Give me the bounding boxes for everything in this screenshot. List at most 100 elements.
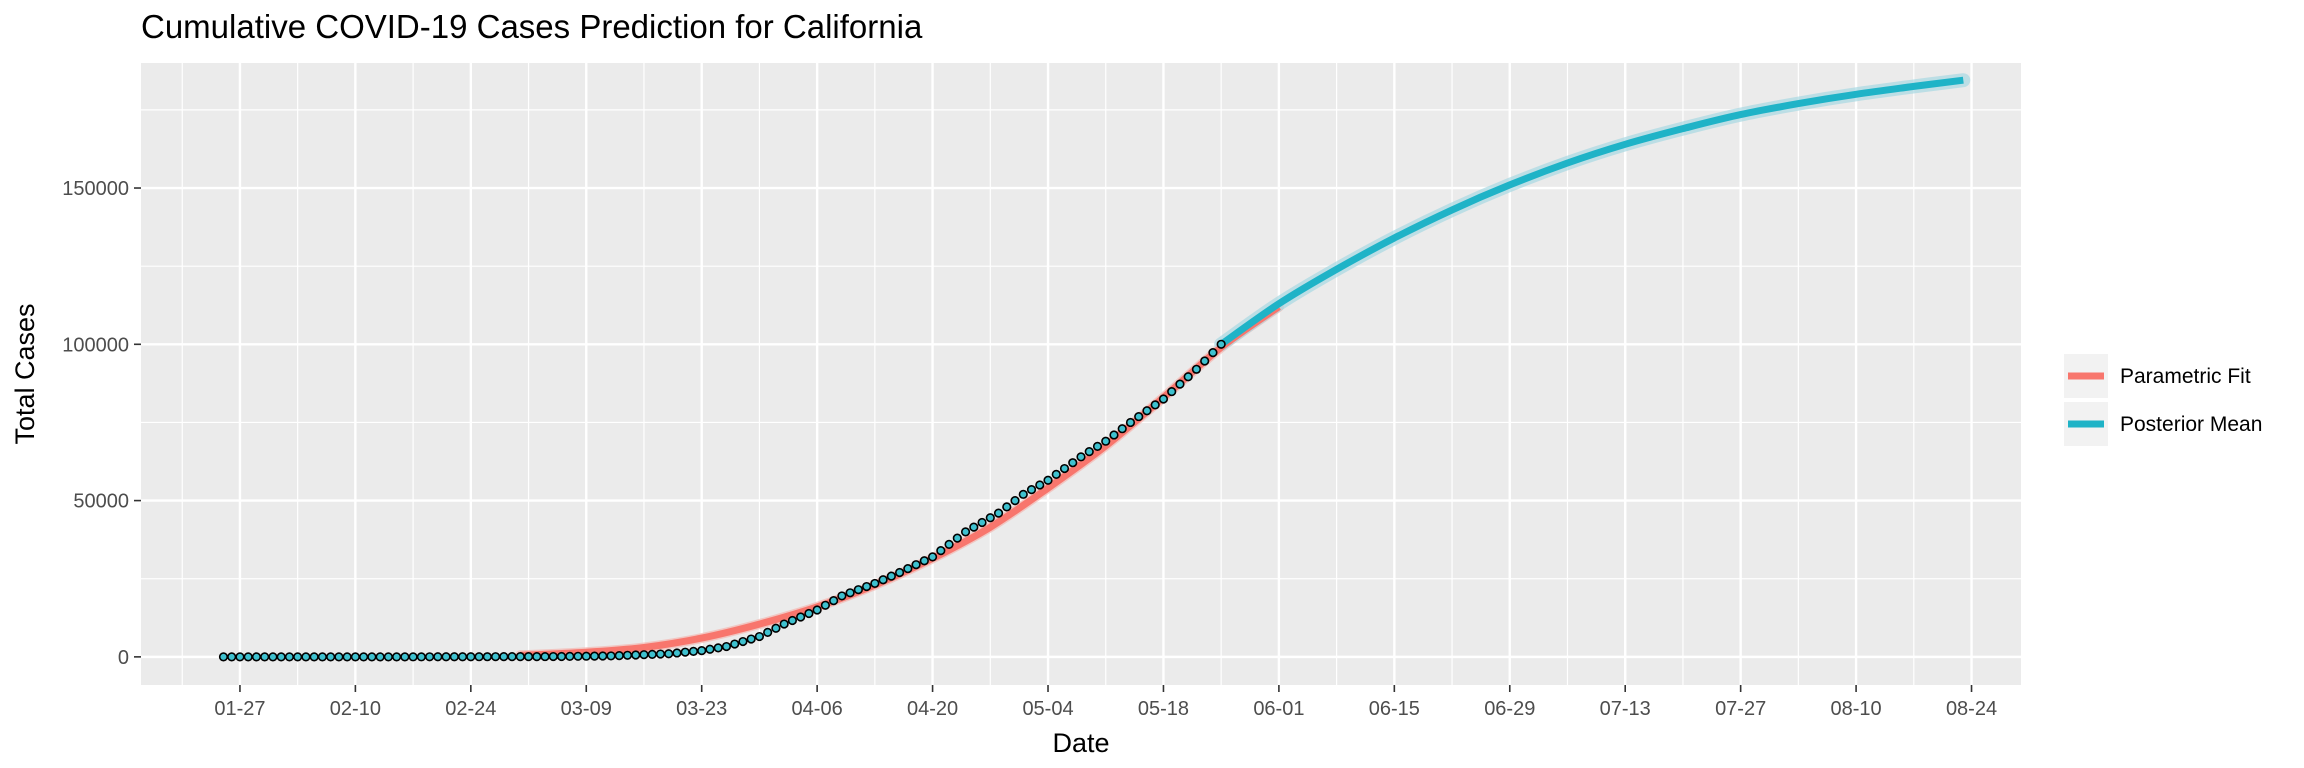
y-tick-label: 150000 [62, 178, 129, 200]
observed-point [927, 552, 938, 562]
observed-point [672, 648, 682, 658]
observed-point [441, 652, 451, 662]
observed-point [392, 652, 402, 662]
legend-label: Parametric Fit [2120, 365, 2251, 388]
x-tick-label: 08-24 [1946, 698, 1997, 720]
observed-point [317, 652, 328, 662]
observed-point [433, 652, 443, 662]
observed-point [540, 651, 550, 662]
observed-point [251, 652, 262, 662]
observed-point [787, 615, 798, 626]
observed-point [697, 646, 707, 656]
observed-point [589, 651, 600, 661]
observed-point [894, 567, 905, 578]
x-axis-ticks: 01-27 02-10 02-24 03-09 03-23 04-06 04-20 05-04… [214, 685, 1997, 720]
observed-point [309, 652, 319, 662]
x-tick-label: 06-01 [1253, 698, 1304, 720]
observed-point [936, 545, 946, 556]
observed-point [655, 649, 666, 659]
observed-point [1134, 411, 1144, 422]
observed-point [243, 652, 253, 662]
observed-point [977, 517, 987, 528]
observed-point [903, 563, 913, 574]
observed-point [952, 533, 962, 543]
observed-point [227, 652, 237, 662]
observed-point [812, 605, 822, 615]
observed-point [499, 652, 509, 662]
observed-point [614, 651, 624, 661]
x-tick-label: 03-23 [676, 698, 727, 720]
observed-point [746, 634, 756, 644]
observed-point [1117, 424, 1127, 434]
observed-point [548, 651, 558, 662]
y-axis-title: Total Cases [10, 303, 40, 444]
observed-point [771, 623, 781, 633]
observed-point [383, 652, 393, 662]
observed-point [218, 652, 229, 662]
x-tick-label: 06-29 [1484, 698, 1535, 720]
y-tick-label: 0 [118, 647, 129, 669]
x-tick-label: 05-18 [1138, 698, 1189, 720]
plot-panel [141, 63, 2021, 685]
x-tick-label: 05-04 [1022, 698, 1073, 720]
x-tick-label: 02-24 [445, 698, 496, 720]
observed-point [1125, 417, 1136, 428]
observed-point [359, 652, 369, 662]
legend-label: Posterior Mean [2120, 413, 2262, 436]
observed-point [474, 652, 484, 662]
observed-point [796, 612, 806, 622]
grid-minor [141, 63, 2021, 685]
observed-point [647, 649, 657, 659]
y-tick-label: 50000 [73, 491, 129, 513]
observed-point [424, 652, 435, 662]
observed-point [944, 539, 954, 549]
observed-point [301, 652, 311, 662]
observed-point [1010, 495, 1020, 506]
observed-point [573, 651, 583, 661]
observed-point [1026, 485, 1037, 495]
chart-title: Cumulative COVID-19 Cases Prediction for… [141, 8, 923, 45]
observed-point [754, 631, 765, 642]
x-axis-title: Date [1052, 728, 1109, 758]
observed-point [960, 527, 971, 537]
observed-point [886, 571, 896, 581]
series-line [1219, 76, 1964, 348]
observed-point [606, 651, 616, 661]
observed-point [1142, 406, 1152, 416]
observed-point [1068, 458, 1078, 468]
observed-point [581, 651, 591, 661]
observed-point [408, 652, 418, 662]
observed-point [862, 581, 872, 592]
observed-point [556, 651, 567, 662]
observed-point [969, 522, 979, 532]
observed-point [1167, 386, 1177, 397]
observed-point [334, 652, 344, 662]
observed-point [565, 651, 575, 661]
observed-point [993, 508, 1004, 518]
observed-point [730, 639, 740, 649]
observed-point [507, 652, 517, 662]
observed-point [1175, 379, 1185, 389]
grid-major [141, 63, 2021, 685]
x-tick-label: 01-27 [214, 698, 265, 720]
observed-point [293, 652, 303, 662]
observed-point [350, 652, 360, 662]
x-tick-label: 02-10 [330, 698, 381, 720]
observed-point [853, 585, 863, 595]
observed-point [532, 651, 542, 662]
observed-point [721, 641, 732, 652]
observed-point [598, 651, 608, 661]
observed-point [763, 627, 773, 637]
observed-point [375, 652, 385, 662]
y-tick-label: 100000 [62, 334, 129, 356]
observed-point [829, 596, 839, 606]
observed-point [326, 652, 336, 662]
observed-point [400, 652, 410, 662]
y-axis-ticks: 0 50000 100000 150000 [62, 178, 141, 669]
observed-point [466, 652, 476, 662]
observed-point [1200, 356, 1210, 366]
observed-point [1109, 430, 1119, 440]
observed-points [218, 339, 1226, 662]
observed-point [919, 556, 929, 566]
legend: Parametric Fit Posterior Mean [2064, 354, 2262, 446]
